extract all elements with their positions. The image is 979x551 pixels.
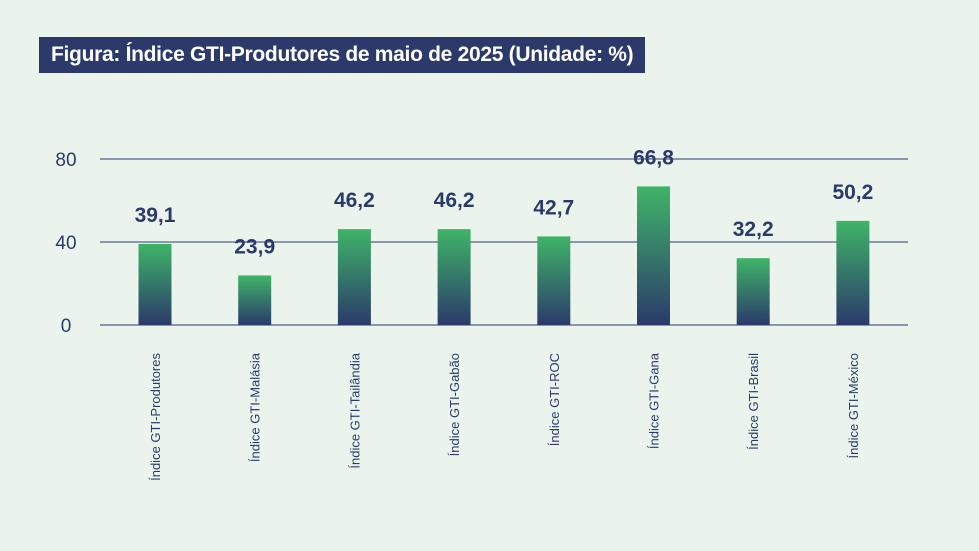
data-label: 46,2 bbox=[334, 189, 375, 212]
x-category-label: Índice GTI-Gabão bbox=[447, 353, 462, 456]
x-category-label: Índice GTI-Brasil bbox=[746, 353, 761, 450]
x-category-label: Índice GTI-Tailândia bbox=[347, 352, 362, 468]
y-tick-label: 0 bbox=[61, 316, 72, 337]
data-label: 46,2 bbox=[434, 189, 475, 212]
bar bbox=[238, 275, 272, 325]
data-label: 42,7 bbox=[533, 196, 574, 219]
x-category-label: Índice GTI-Malásia bbox=[248, 352, 263, 462]
data-label: 50,2 bbox=[832, 181, 873, 204]
bar bbox=[437, 229, 471, 325]
data-label: 23,9 bbox=[234, 235, 275, 258]
bar bbox=[138, 243, 172, 325]
data-label: 66,8 bbox=[633, 146, 674, 169]
data-label: 39,1 bbox=[135, 204, 176, 227]
y-tick-label: 40 bbox=[55, 233, 76, 254]
bar bbox=[736, 258, 770, 325]
chart-title: Figura: Índice GTI-Produtores de maio de… bbox=[39, 37, 646, 73]
bar bbox=[537, 236, 571, 325]
bar bbox=[337, 229, 371, 325]
bar bbox=[637, 186, 670, 325]
data-label: 32,2 bbox=[733, 218, 774, 241]
x-category-label: Índice GTI-Produtores bbox=[148, 353, 163, 481]
x-category-label: Índice GTI-ROC bbox=[547, 353, 562, 446]
x-category-label: Índice GTI-México bbox=[846, 353, 861, 458]
y-tick-label: 80 bbox=[55, 150, 76, 171]
x-category-label: Índice GTI-Gana bbox=[647, 352, 662, 449]
bar bbox=[836, 220, 870, 325]
